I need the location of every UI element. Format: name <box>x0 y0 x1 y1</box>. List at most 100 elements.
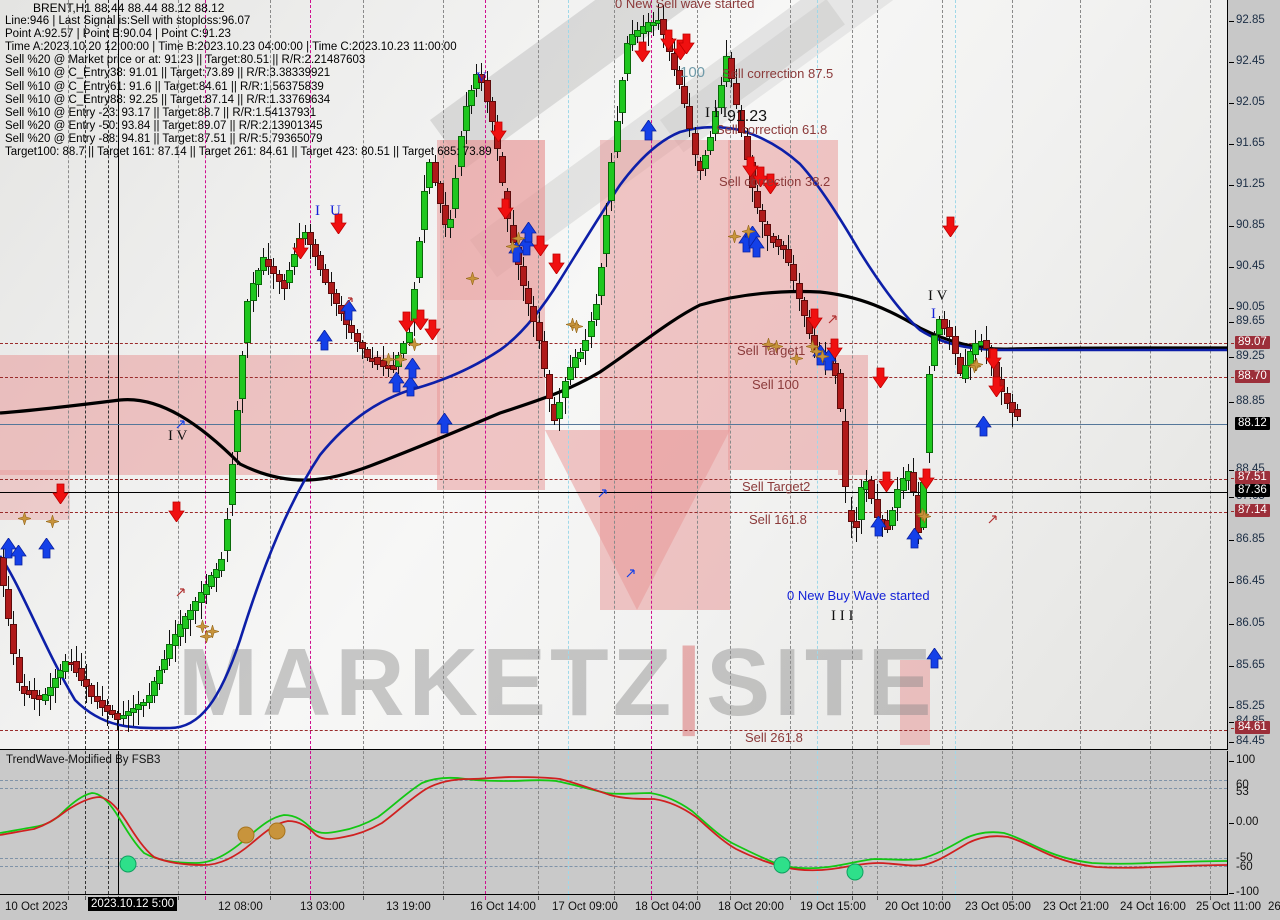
time-axis-label: 23 Oct 21:00 <box>1043 901 1109 913</box>
buy-arrow-icon <box>388 372 405 394</box>
candle-body <box>692 133 699 155</box>
candle-body <box>400 343 407 354</box>
candle <box>151 677 158 703</box>
chart-annotation: 100 <box>680 64 706 81</box>
time-axis-tick <box>942 896 943 900</box>
candle-body <box>900 478 907 491</box>
candle-body <box>790 264 797 281</box>
candle <box>608 153 615 211</box>
buy-arrow-icon <box>906 528 923 550</box>
candle <box>432 155 439 186</box>
candle <box>738 105 745 137</box>
candle <box>5 576 12 626</box>
price-axis-tick <box>1229 357 1234 358</box>
price-axis-label: 91.65 <box>1236 137 1265 149</box>
candle <box>125 700 132 732</box>
candle <box>728 52 735 87</box>
candle-body <box>572 357 579 368</box>
price-chart-pane[interactable]: MARKETZ|SITE <box>0 0 1228 750</box>
price-axis[interactable]: 92.85 92.45 92.05 91.65 91.25 90.85 90.45 90.05… <box>1229 0 1280 751</box>
vgrid <box>942 0 943 749</box>
price-axis-tick <box>1229 103 1234 104</box>
candle-body <box>775 239 782 247</box>
candle-body <box>837 373 844 409</box>
indicator-axis[interactable]: 100 60 53 0.00 -50 -60 -100 <box>1229 751 1280 898</box>
candle-body <box>832 363 839 376</box>
candle-wick <box>393 352 394 373</box>
candle-body <box>567 367 574 380</box>
candle <box>130 695 137 726</box>
buy-arrow-icon <box>640 120 657 142</box>
time-axis-label: 17 Oct 09:00 <box>552 901 618 913</box>
candle <box>452 165 459 218</box>
candle-body <box>525 288 532 304</box>
candle <box>588 312 595 348</box>
candle <box>31 678 38 710</box>
header-line: Time A:2023.10.20 12:00:00 | Time B:2023… <box>5 41 457 54</box>
pink-zone-2 <box>600 140 730 610</box>
candle-body <box>598 267 605 296</box>
candle-body <box>562 381 569 398</box>
candle-body <box>588 321 595 337</box>
candle-body <box>728 58 735 79</box>
vgrid-cyan <box>817 751 818 894</box>
candle-body <box>926 374 933 453</box>
level-line-sell-2618 <box>0 730 1227 731</box>
time-axis-tick <box>538 896 539 900</box>
vgrid-cyan <box>568 751 569 894</box>
buy-arrow-icon <box>520 222 537 244</box>
vgrid <box>1210 751 1211 894</box>
indicator-axis-tick <box>1229 823 1234 824</box>
vgrid <box>538 0 539 749</box>
candle <box>312 239 319 266</box>
vgrid <box>85 751 86 894</box>
candle-body <box>198 592 205 603</box>
time-axis-label: 16 Oct 14:00 <box>470 901 536 913</box>
candle <box>900 467 907 499</box>
price-axis-tick <box>1229 742 1234 743</box>
star-marker-icon <box>916 508 933 528</box>
price-badge-87-36: 87.36 <box>1235 484 1270 497</box>
candle <box>530 296 537 337</box>
chart-annotation: 91.23 <box>727 108 768 125</box>
candle-wick <box>128 700 129 732</box>
sell-arrow-icon <box>678 32 695 54</box>
sell-arrow-icon <box>424 318 441 340</box>
candle-wick <box>39 690 40 716</box>
candle-body <box>10 624 17 654</box>
candle <box>161 650 168 673</box>
candle-body <box>255 270 262 285</box>
candle-body <box>780 245 787 250</box>
candle-body <box>140 702 147 706</box>
vgrid-magenta <box>651 751 652 894</box>
vgrid <box>1210 0 1211 749</box>
price-axis-label: 86.05 <box>1236 617 1265 629</box>
indicator-pane[interactable]: TrendWave-Modified By FSB3 <box>0 751 1228 895</box>
buy-arrow-icon <box>10 545 27 567</box>
sell-arrow-icon <box>52 482 69 504</box>
candle-body <box>546 374 553 399</box>
header-line: Sell %10 @ C_Entry61: 91.6 || Target:84.… <box>5 80 324 93</box>
candle-body <box>42 694 49 701</box>
buy-arrow-icon <box>926 648 943 670</box>
sell-arrow-icon <box>398 310 415 332</box>
buy-arrow-icon <box>518 235 535 257</box>
candle-body <box>146 695 153 703</box>
star-marker-icon <box>16 510 33 530</box>
candle-body <box>213 569 220 578</box>
candle <box>567 355 574 385</box>
candle <box>754 185 761 214</box>
candle-body <box>99 700 106 708</box>
vgrid <box>443 751 444 894</box>
candle-body <box>676 70 683 85</box>
hook-marker-icon <box>176 417 188 435</box>
vgrid <box>538 751 539 894</box>
candle <box>265 243 272 275</box>
candle-body <box>608 162 615 201</box>
candle-body <box>229 464 236 505</box>
indicator-axis-label: 0.00 <box>1236 816 1259 828</box>
chart-annotation: Sell Target2 <box>742 479 811 494</box>
candle-body <box>868 480 875 499</box>
vgrid <box>363 751 364 894</box>
